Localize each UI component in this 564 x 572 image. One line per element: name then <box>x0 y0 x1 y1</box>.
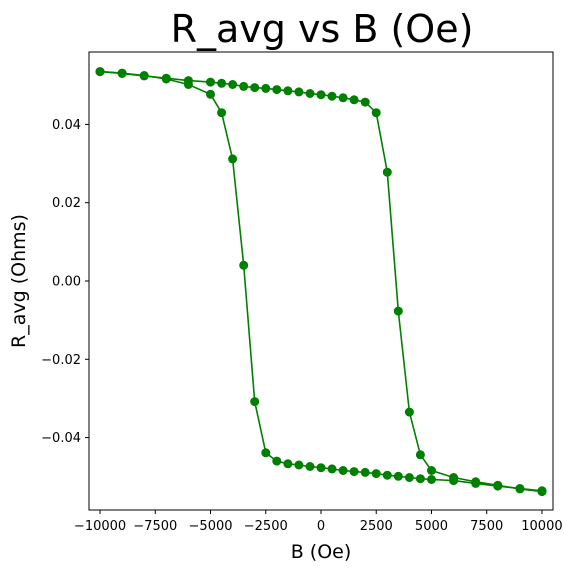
x-tick-label: 2500 <box>360 519 393 534</box>
data-point-1-24 <box>217 78 227 88</box>
data-point-0-13 <box>294 460 304 470</box>
data-point-1-22 <box>239 81 249 91</box>
data-point-1-14 <box>327 91 337 101</box>
data-point-1-18 <box>283 86 293 96</box>
data-point-0-14 <box>305 462 315 471</box>
data-point-0-21 <box>382 470 392 480</box>
y-tick-label: 0.02 <box>52 196 81 211</box>
data-point-0-6 <box>217 108 227 118</box>
x-tick-label: 0 <box>317 519 325 534</box>
data-point-1-10 <box>371 108 381 118</box>
y-tick-label: −0.02 <box>41 353 81 368</box>
data-point-1-23 <box>228 80 238 89</box>
data-point-0-23 <box>404 473 414 482</box>
x-tick-label: 10000 <box>521 519 562 534</box>
x-tick-label: −5000 <box>189 519 233 534</box>
chart-title: R_avg vs B (Oe) <box>171 7 474 51</box>
data-point-1-12 <box>349 95 359 105</box>
data-point-0-11 <box>272 456 282 466</box>
series-line-1 <box>99 70 543 493</box>
y-tick-label: −0.04 <box>41 431 81 446</box>
data-point-1-27 <box>161 73 171 83</box>
y-tick-label: 0.04 <box>52 118 81 133</box>
data-point-1-2 <box>493 480 503 490</box>
data-point-1-0 <box>537 487 547 497</box>
data-point-1-16 <box>305 89 315 98</box>
x-tick-label: 7500 <box>470 519 503 534</box>
plot-area <box>95 67 547 497</box>
data-point-0-17 <box>338 466 348 475</box>
data-point-0-7 <box>228 154 238 164</box>
data-point-0-19 <box>360 467 370 477</box>
data-point-1-8 <box>393 306 403 316</box>
data-point-1-30 <box>95 67 105 77</box>
x-axis-label: B (Oe) <box>291 541 352 563</box>
data-point-1-29 <box>117 69 127 78</box>
data-point-1-21 <box>250 83 260 93</box>
data-point-1-13 <box>338 93 348 103</box>
data-point-0-22 <box>393 471 403 481</box>
data-point-0-9 <box>250 397 260 407</box>
x-tick-label: −7500 <box>133 519 177 534</box>
y-tick-label: 0.00 <box>52 275 81 290</box>
data-point-1-17 <box>294 87 304 97</box>
data-point-1-9 <box>382 167 392 177</box>
x-tick-label: −10000 <box>74 519 126 534</box>
data-point-0-20 <box>371 469 381 479</box>
data-point-1-3 <box>471 477 481 487</box>
x-axis: −10000 −7500 −5000 −2500 0 2500 5000 7500 10000 <box>74 510 563 534</box>
x-tick-label: −2500 <box>244 519 288 534</box>
axes-frame <box>88 51 554 511</box>
data-point-1-28 <box>139 71 149 81</box>
data-point-0-24 <box>415 474 425 484</box>
data-point-1-6 <box>415 450 425 460</box>
data-point-0-25 <box>427 475 436 484</box>
data-point-0-18 <box>349 467 359 477</box>
data-point-0-12 <box>283 459 293 469</box>
data-point-1-15 <box>316 90 326 100</box>
data-point-1-26 <box>183 76 193 86</box>
data-point-1-25 <box>206 77 215 87</box>
data-point-1-1 <box>515 484 525 494</box>
data-point-1-4 <box>449 473 459 482</box>
data-point-1-7 <box>404 407 414 417</box>
data-point-0-8 <box>239 260 249 270</box>
data-point-1-19 <box>272 85 282 95</box>
y-axis: −0.04 −0.02 0.00 0.02 0.04 <box>41 118 89 446</box>
x-tick-label: 5000 <box>415 519 448 534</box>
data-point-1-20 <box>261 83 271 93</box>
series-line-0 <box>99 70 543 492</box>
data-point-0-5 <box>206 89 215 99</box>
y-axis-label: R_avg (Ohms) <box>8 214 30 348</box>
data-point-1-5 <box>427 466 436 475</box>
data-point-0-15 <box>316 463 326 473</box>
data-point-0-16 <box>327 464 337 474</box>
data-point-1-11 <box>360 97 370 107</box>
data-point-0-10 <box>261 448 271 458</box>
